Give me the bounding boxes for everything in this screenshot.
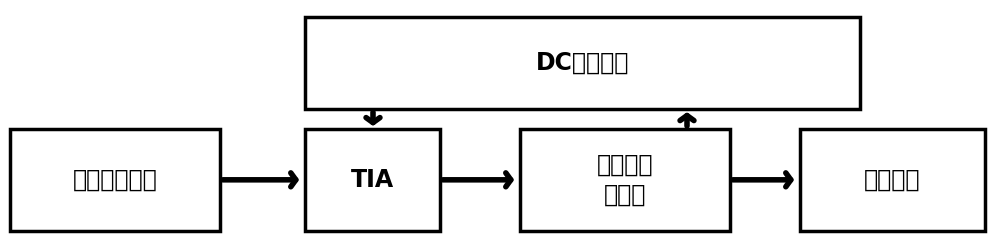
Text: TIA: TIA	[351, 168, 394, 192]
Bar	[10, 129, 220, 231]
Text: DC反馈电路: DC反馈电路	[536, 51, 629, 75]
Bar	[305, 17, 860, 109]
Text: 差分输出: 差分输出	[864, 168, 921, 192]
Bar	[305, 129, 440, 231]
Bar	[800, 129, 985, 231]
Bar	[520, 129, 730, 231]
Text: 光电接收前端: 光电接收前端	[73, 168, 157, 192]
Text: 可控增益
放大器: 可控增益 放大器	[597, 153, 653, 207]
